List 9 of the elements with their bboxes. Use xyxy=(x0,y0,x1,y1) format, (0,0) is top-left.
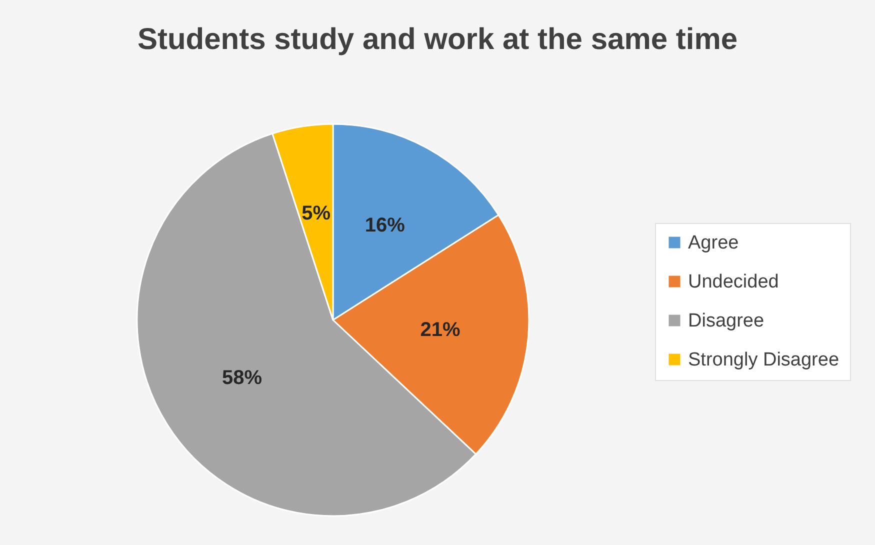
legend-label: Strongly Disagree xyxy=(688,350,840,370)
data-label: 5% xyxy=(302,202,331,225)
legend-label: Agree xyxy=(688,232,739,254)
data-label: 58% xyxy=(222,366,262,389)
data-label: 21% xyxy=(420,319,461,342)
data-label: 16% xyxy=(364,214,406,237)
legend-label: Undecided xyxy=(688,272,779,292)
chart-title: Students study and work at the same time xyxy=(137,23,738,56)
legend-label: Disagree xyxy=(688,310,764,332)
